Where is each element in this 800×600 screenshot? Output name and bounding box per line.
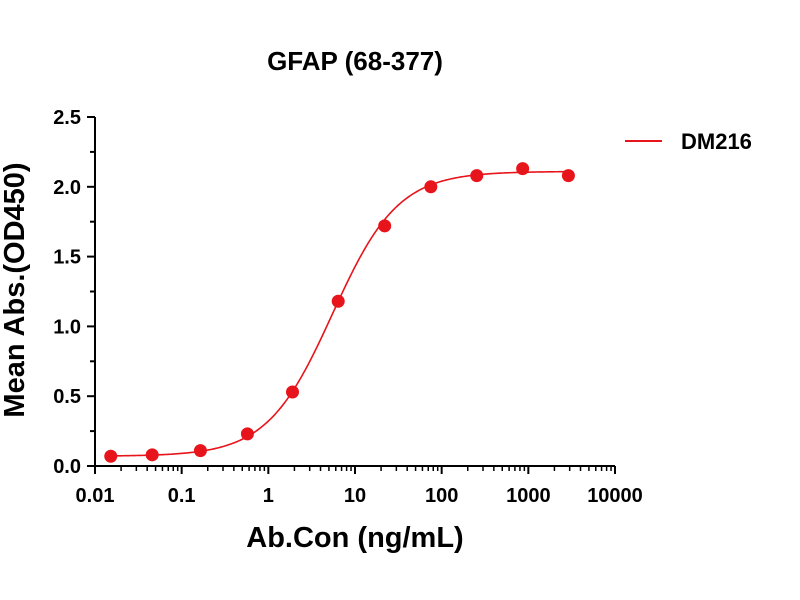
- chart-title: GFAP (68-377): [267, 46, 443, 76]
- data-point: [561, 169, 575, 183]
- y-tick-label: 0.0: [53, 456, 81, 478]
- y-tick-label: 2.0: [53, 177, 81, 199]
- y-tick-label: 1.5: [53, 247, 81, 269]
- data-point: [145, 448, 159, 462]
- y-axis: 0.0 0.5 1.0 1.5 2.0 2.5: [53, 107, 96, 478]
- x-tick-label: 10000: [587, 485, 643, 507]
- data-point: [104, 449, 118, 463]
- x-tick-label: 1: [263, 485, 274, 507]
- data-point: [285, 385, 299, 399]
- x-tick-label: 1000: [506, 485, 551, 507]
- y-tick-label: 2.5: [53, 107, 81, 129]
- data-point: [193, 444, 207, 458]
- y-axis-label: Mean Abs.(OD450): [0, 162, 31, 417]
- plot-area: [104, 162, 575, 463]
- x-axis-label: Ab.Con (ng/mL): [246, 522, 463, 554]
- legend: DM216: [625, 129, 752, 154]
- x-tick-label: 0.01: [76, 485, 115, 507]
- data-point: [378, 219, 392, 233]
- data-point: [424, 180, 438, 194]
- x-tick-label: 10: [344, 485, 366, 507]
- y-tick-label: 0.5: [53, 386, 81, 408]
- x-axis: 0.01 0.1 1 10 100 1000 10000: [76, 465, 643, 507]
- legend-label-dm216: DM216: [681, 129, 752, 154]
- x-tick-label: 100: [425, 485, 458, 507]
- data-point: [240, 427, 254, 441]
- x-tick-label: 0.1: [168, 485, 196, 507]
- data-point: [470, 169, 484, 183]
- fit-curve-dm216: [110, 170, 569, 457]
- data-point: [516, 162, 530, 176]
- data-point: [331, 294, 345, 308]
- y-tick-label: 1.0: [53, 316, 81, 338]
